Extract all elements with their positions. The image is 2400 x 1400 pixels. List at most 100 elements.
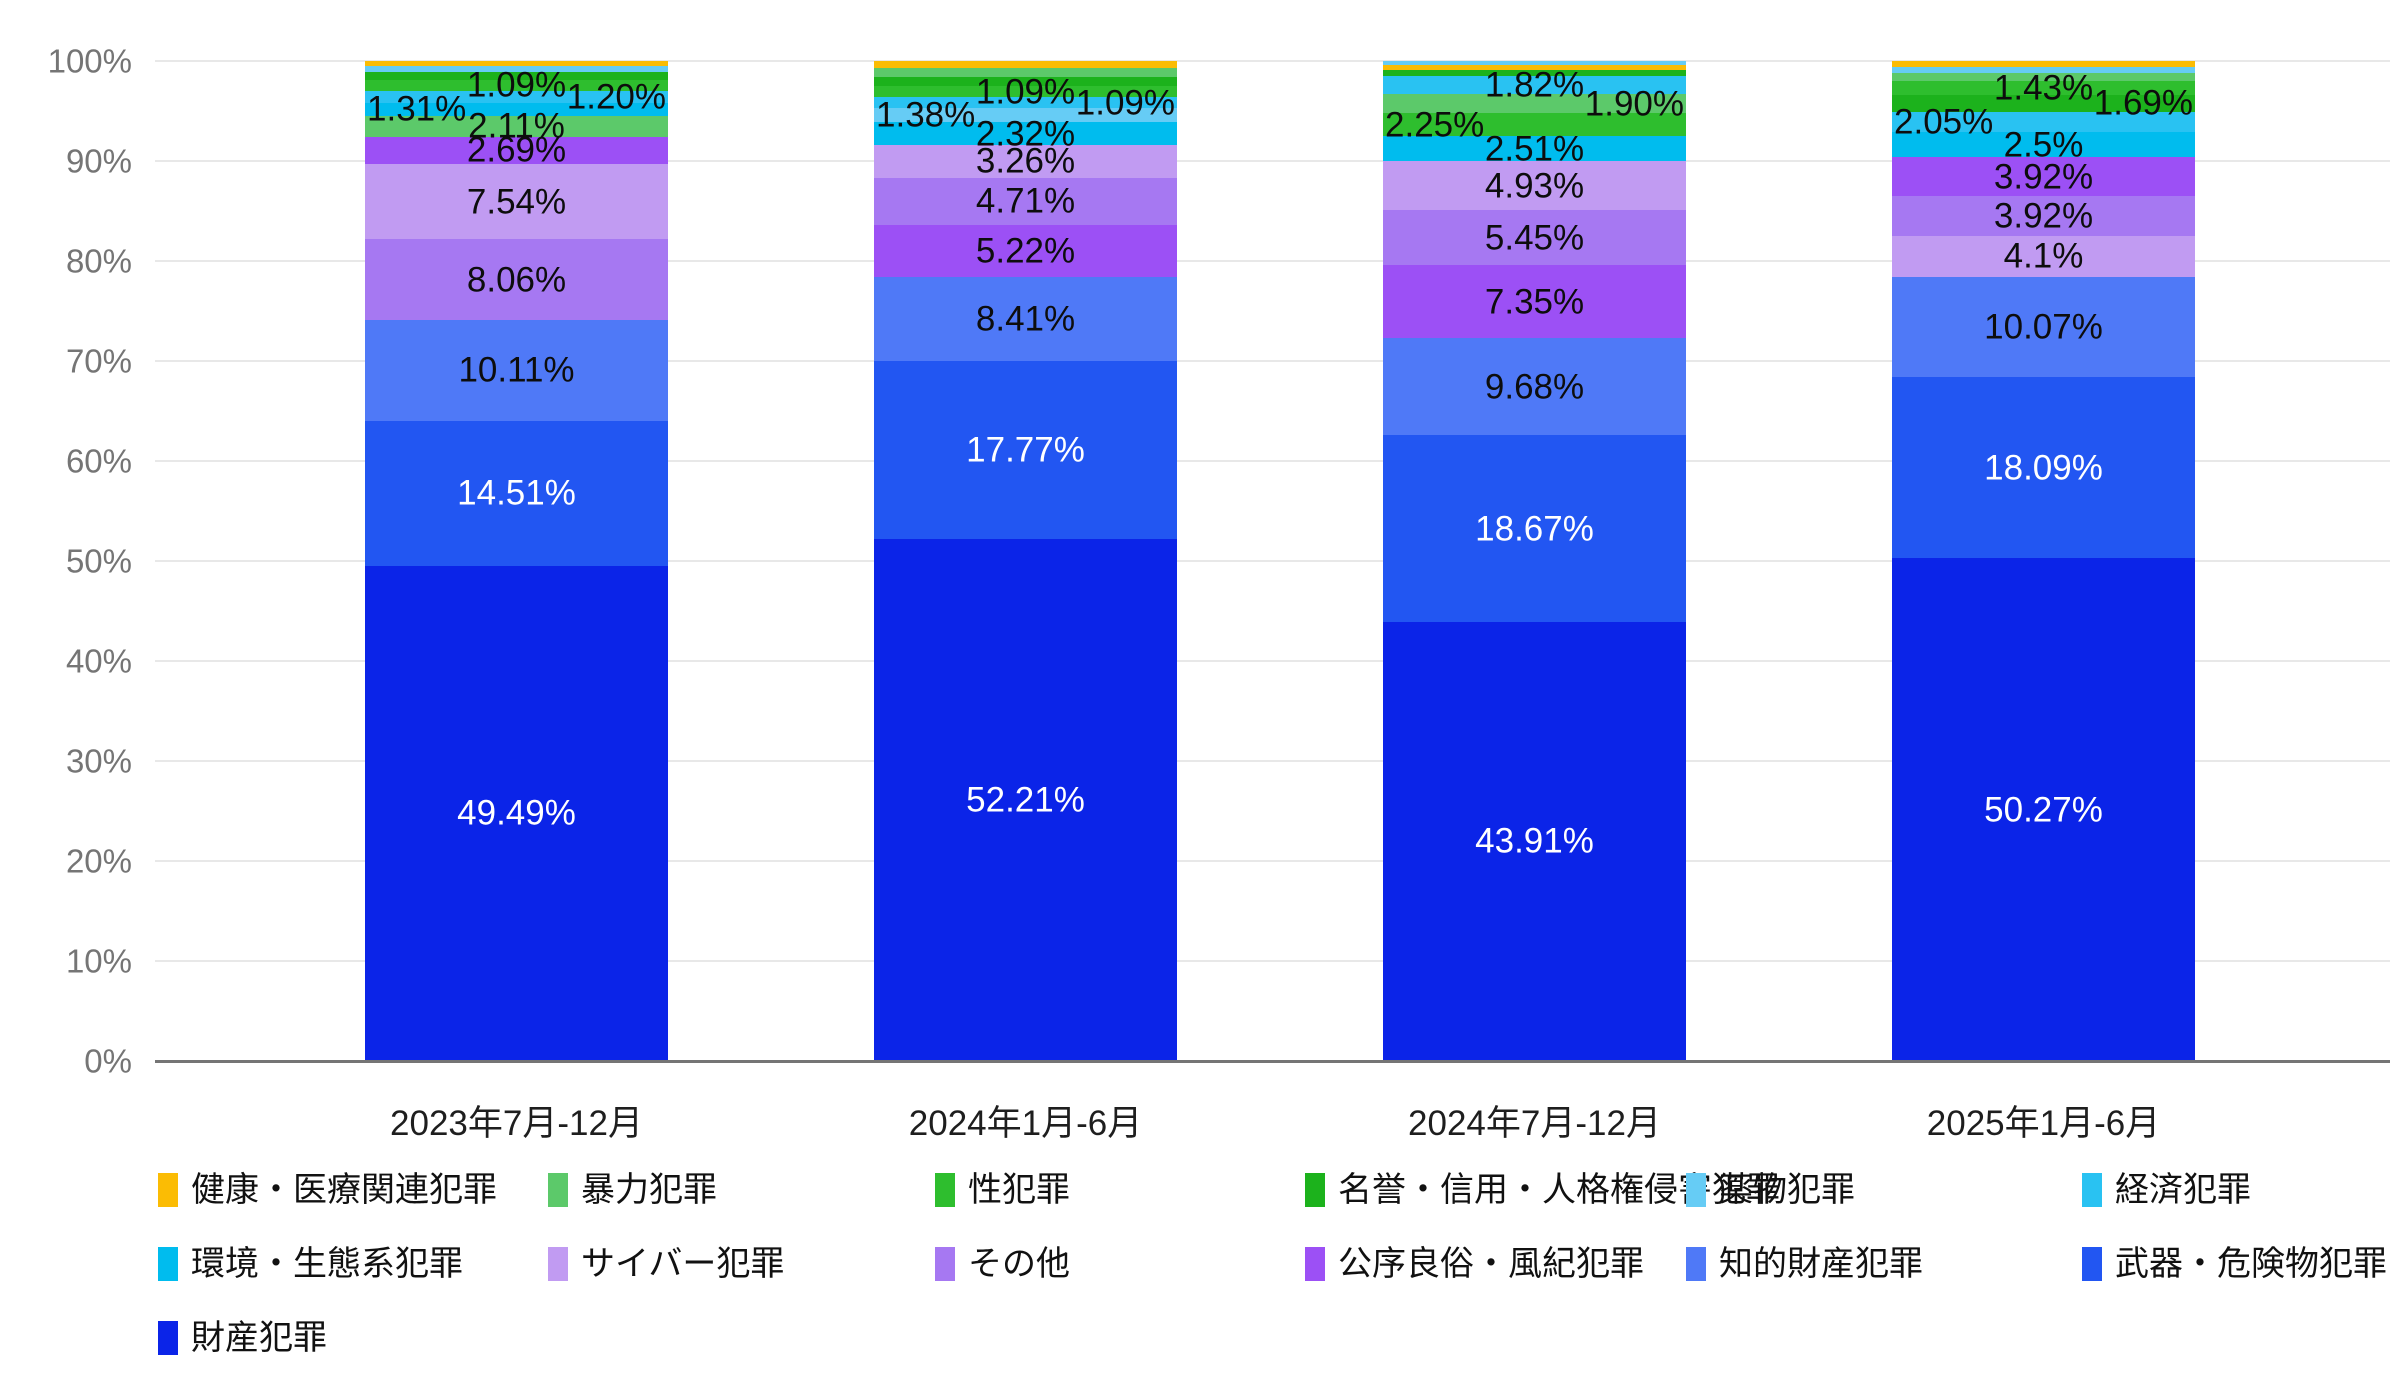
legend-item[interactable]: 武器・危険物犯罪 — [2082, 1246, 2387, 1282]
bar-segment[interactable]: 2.05% — [1892, 105, 2195, 140]
bar-segment[interactable]: 2.32% — [874, 116, 1177, 151]
legend-label: 経済犯罪 — [2115, 1171, 2251, 1209]
bar-segment[interactable]: 18.67% — [1383, 435, 1686, 622]
bar-segment[interactable] — [1892, 73, 2195, 81]
bar-segment[interactable]: 1.38% — [874, 98, 1177, 133]
segment-value-label: 9.68% — [1484, 367, 1585, 407]
y-tick-label: 60% — [65, 442, 132, 480]
bar-segment[interactable]: 17.77% — [874, 361, 1177, 539]
bar-segment[interactable]: 1.90% — [1383, 86, 1686, 121]
bar-segment[interactable]: 4.1% — [1892, 235, 2195, 277]
bar-segment[interactable]: 2.51% — [1383, 131, 1686, 166]
bar-segment[interactable] — [365, 72, 668, 80]
y-tick-label: 70% — [65, 342, 132, 380]
bar-segment[interactable]: 1.43% — [1892, 70, 2195, 105]
segment-value-label: 17.77% — [966, 430, 1085, 470]
bar-segment[interactable]: 49.49% — [365, 566, 668, 1061]
bar-segment[interactable]: 4.93% — [1383, 161, 1686, 211]
bar-segment[interactable]: 1.82% — [1383, 68, 1686, 103]
bar-column-2: 1.82% 1.90% 2.25% 2.51% 4.93% 5.45% 7.35% 9.68%… — [1383, 61, 1686, 1061]
bar-segment[interactable]: 7.35% — [1383, 264, 1686, 339]
x-axis-category-label: 2025年1月-6月 — [1926, 1104, 2161, 1143]
bar-segment[interactable]: 52.21% — [874, 538, 1177, 1061]
bar-segment[interactable]: 1.09% — [874, 74, 1177, 109]
bar-segment[interactable] — [1383, 70, 1686, 77]
bar-segment[interactable] — [365, 61, 668, 66]
y-tick-label: 0% — [84, 1042, 132, 1080]
gridline-90 — [155, 160, 2390, 162]
legend-item[interactable]: 環境・生態系犯罪 — [158, 1246, 463, 1282]
bar-segment[interactable]: 43.91% — [1383, 621, 1686, 1061]
bar-segment[interactable]: 3.26% — [874, 144, 1177, 179]
bar-column-0: 1.09% 1.20% 1.31% 2.11% 2.69% 7.54% 8.06% 10.11… — [365, 61, 668, 1061]
bar-segment[interactable]: 3.92% — [1892, 196, 2195, 236]
bar-segment[interactable] — [874, 61, 1177, 69]
x-axis-category-label: 2023年7月-12月 — [390, 1104, 643, 1143]
legend-swatch-icon — [935, 1173, 955, 1207]
bar-segment[interactable] — [365, 65, 668, 73]
legend-item[interactable]: サイバー犯罪 — [548, 1246, 784, 1282]
bar-segment[interactable] — [1892, 61, 2195, 67]
bar-segment[interactable]: 5.22% — [874, 224, 1177, 278]
legend-label: 性犯罪 — [968, 1171, 1070, 1209]
segment-value-label: 8.41% — [975, 299, 1076, 339]
bar-segment[interactable]: 10.11% — [365, 319, 668, 421]
gridline-80 — [155, 260, 2390, 262]
bar-segment[interactable]: 9.68% — [1383, 338, 1686, 436]
legend-item[interactable]: 経済犯罪 — [2082, 1172, 2251, 1208]
legend-item[interactable]: 知的財産犯罪 — [1686, 1246, 1923, 1282]
bar-segment[interactable] — [874, 68, 1177, 77]
legend-item[interactable]: その他 — [935, 1246, 1070, 1282]
bar-segment[interactable]: 50.27% — [1892, 558, 2195, 1061]
bar-segment[interactable]: 2.25% — [1383, 107, 1686, 142]
legend-swatch-icon — [1686, 1173, 1706, 1207]
bar-segment[interactable]: 10.07% — [1892, 276, 2195, 378]
gridline-30 — [155, 760, 2390, 762]
bar-segment[interactable]: 1.09% — [365, 68, 668, 103]
bar-segment[interactable]: 2.11% — [365, 109, 668, 144]
legend-swatch-icon — [2082, 1247, 2102, 1281]
bar-segment[interactable]: 4.71% — [874, 177, 1177, 225]
bar-segment[interactable]: 8.06% — [365, 239, 668, 320]
legend-item[interactable]: 財産犯罪 — [158, 1320, 327, 1356]
legend-item[interactable]: 薬物犯罪 — [1686, 1172, 1855, 1208]
legend-swatch-icon — [935, 1247, 955, 1281]
bar-segment[interactable]: 2.69% — [365, 133, 668, 168]
segment-value-label: 50.27% — [1984, 790, 2103, 830]
legend-item[interactable]: 性犯罪 — [935, 1172, 1070, 1208]
bar-segment[interactable]: 5.45% — [1383, 210, 1686, 265]
legend-item[interactable]: 公序良俗・風紀犯罪 — [1305, 1246, 1644, 1282]
bar-segment[interactable]: 3.92% — [1892, 157, 2195, 197]
legend-swatch-icon — [548, 1173, 568, 1207]
segment-value-label: 7.54% — [466, 182, 567, 222]
x-axis-category-label: 2024年1月-6月 — [908, 1104, 1143, 1143]
bar-segment[interactable] — [1383, 65, 1686, 71]
bar-segment[interactable]: 8.41% — [874, 277, 1177, 362]
bar-segment[interactable]: 2.5% — [1892, 127, 2195, 162]
legend-label: 環境・生態系犯罪 — [191, 1245, 463, 1283]
legend-swatch-icon — [158, 1321, 178, 1355]
bar-segment[interactable] — [1383, 61, 1686, 66]
legend-item[interactable]: 健康・医療関連犯罪 — [158, 1172, 497, 1208]
bar-segment[interactable]: 7.54% — [365, 163, 668, 240]
bar-segment[interactable]: 1.69% — [1892, 86, 2195, 121]
segment-value-label: 5.22% — [975, 231, 1076, 271]
bar-segment[interactable]: 1.31% — [365, 92, 668, 127]
bar-segment[interactable]: 1.20% — [365, 79, 668, 114]
bar-segment[interactable]: 18.09% — [1892, 377, 2195, 559]
gridline-10 — [155, 960, 2390, 962]
bar-segment[interactable]: 1.09% — [874, 85, 1177, 120]
bar-segment[interactable] — [1892, 66, 2195, 73]
x-axis-category-label: 2024年7月-12月 — [1408, 1104, 1661, 1143]
y-tick-label: 20% — [65, 842, 132, 880]
segment-value-label: 3.92% — [1993, 196, 2094, 236]
bar-segment[interactable]: 14.51% — [365, 420, 668, 567]
segment-value-label: 49.49% — [457, 793, 576, 833]
legend-item[interactable]: 暴力犯罪 — [548, 1172, 717, 1208]
segment-value-label: 10.11% — [458, 350, 575, 390]
y-tick-label: 100% — [47, 42, 132, 80]
legend-item[interactable]: 名誉・信用・人格権侵害犯罪 — [1305, 1172, 1780, 1208]
bar-segment[interactable] — [874, 76, 1177, 87]
segment-value-label: 3.92% — [1993, 157, 2094, 197]
